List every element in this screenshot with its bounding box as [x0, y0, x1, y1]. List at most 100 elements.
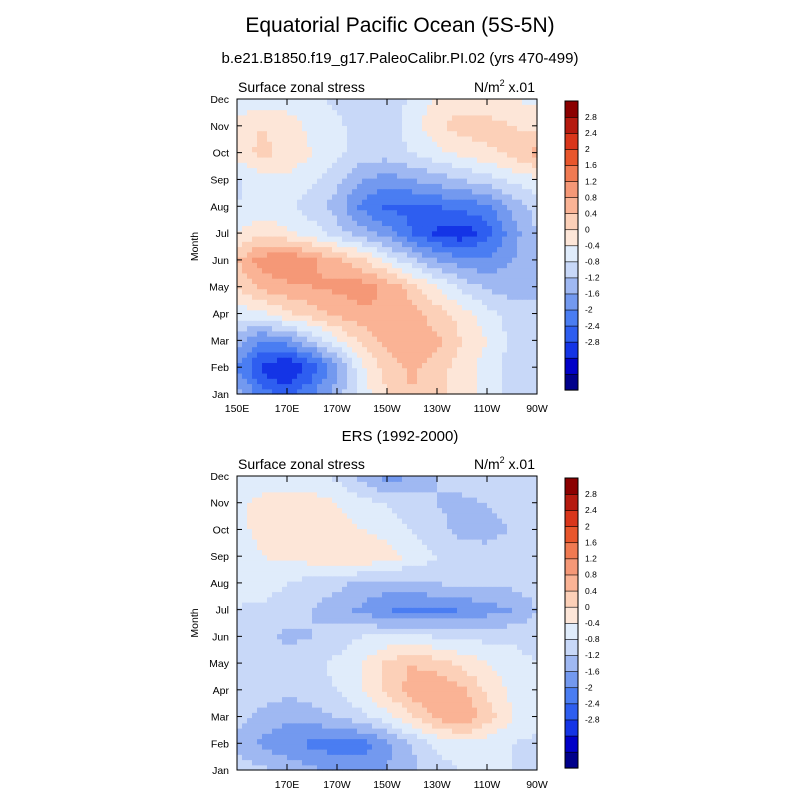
heat-cell [532, 167, 538, 174]
heat-cell [447, 712, 453, 719]
heat-cell [517, 754, 523, 761]
heat-cell [402, 754, 408, 761]
heat-cell [322, 104, 328, 111]
heat-cell [262, 246, 268, 253]
heat-cell [267, 178, 273, 184]
heat-cell [477, 320, 483, 327]
heat-cell [382, 283, 388, 290]
heat-cell [297, 309, 303, 316]
heat-cell [462, 346, 468, 353]
heat-cell [502, 749, 508, 755]
heat-cell [477, 314, 483, 321]
heat-cell [307, 193, 313, 200]
heat-cell [462, 712, 468, 719]
heat-cell [397, 104, 403, 111]
heat-cell [242, 733, 248, 740]
heat-cell [282, 278, 288, 284]
heat-cell [317, 309, 323, 316]
heat-cell [487, 151, 493, 158]
heat-cell [272, 351, 278, 358]
heat-cell [442, 99, 448, 105]
heat-cell [357, 278, 363, 284]
heat-cell [532, 351, 538, 358]
heat-cell [332, 367, 338, 374]
colorbar-swatch [564, 277, 579, 295]
heat-cell [512, 378, 518, 385]
heat-cell [417, 675, 423, 682]
heat-cell [477, 114, 483, 121]
heat-cell [312, 188, 318, 195]
heat-cell [382, 654, 388, 661]
heat-cell [452, 235, 458, 242]
heat-cell [377, 262, 383, 269]
colorbar-label: 0.8 [585, 192, 597, 202]
heat-cell [342, 114, 348, 121]
heat-cell [272, 114, 278, 121]
heat-cell [407, 320, 413, 327]
heat-cell [517, 367, 523, 374]
heat-cell [427, 257, 433, 263]
heat-cell [482, 357, 488, 363]
heat-cell [242, 362, 248, 369]
heat-cell [307, 388, 313, 395]
heat-cell [302, 151, 308, 158]
heat-cell [382, 130, 388, 137]
heat-cell [272, 738, 278, 745]
heat-cell [327, 696, 333, 703]
heat-cell [502, 680, 508, 687]
heat-cell [412, 346, 418, 353]
heat-cell [382, 644, 388, 650]
heat-cell [277, 659, 283, 666]
heat-cell [282, 670, 288, 677]
heat-cell [332, 717, 338, 724]
heat-cell [252, 104, 258, 111]
heat-cell [262, 691, 268, 698]
heat-cell [237, 743, 243, 750]
heat-cell [462, 378, 468, 385]
heat-cell [307, 712, 313, 719]
heat-cell [257, 299, 263, 306]
heat-cell [342, 738, 348, 745]
heat-cell [302, 309, 308, 316]
heat-cell [502, 378, 508, 385]
heat-cell [437, 109, 443, 116]
heat-cell [472, 262, 478, 269]
heat-cell [527, 193, 533, 200]
heat-cell [287, 675, 293, 682]
heat-cell [357, 183, 363, 190]
heat-cell [337, 283, 343, 290]
heat-cell [357, 738, 363, 745]
heat-cell [492, 99, 498, 105]
heat-cell [487, 262, 493, 269]
heat-cell [392, 299, 398, 306]
heat-cell [402, 362, 408, 369]
heat-cell [367, 665, 373, 671]
heat-cell [532, 330, 538, 337]
heat-cell [502, 659, 508, 666]
heat-cell [527, 325, 533, 332]
heat-cell [272, 225, 278, 232]
heat-cell [322, 633, 328, 640]
heat-cell [372, 686, 378, 692]
heat-cell [297, 209, 303, 216]
heat-cell [522, 162, 528, 169]
heat-cell [277, 283, 283, 290]
heat-cell [257, 707, 263, 713]
heat-cell [292, 141, 298, 148]
heat-cell [362, 707, 368, 713]
heat-cell [292, 644, 298, 650]
heat-cell [282, 717, 288, 724]
heat-cell [492, 104, 498, 111]
heat-cell [282, 309, 288, 316]
heat-cell [472, 351, 478, 358]
heat-cell [517, 346, 523, 353]
heat-cell [532, 675, 538, 682]
heat-cell [322, 125, 328, 132]
heat-cell [452, 214, 458, 221]
heat-cell [497, 738, 503, 745]
heat-cell [482, 670, 488, 677]
heat-cell [492, 346, 498, 353]
heat-cell [447, 743, 453, 750]
colorbar-frame [564, 100, 579, 391]
heat-cell [487, 325, 493, 332]
